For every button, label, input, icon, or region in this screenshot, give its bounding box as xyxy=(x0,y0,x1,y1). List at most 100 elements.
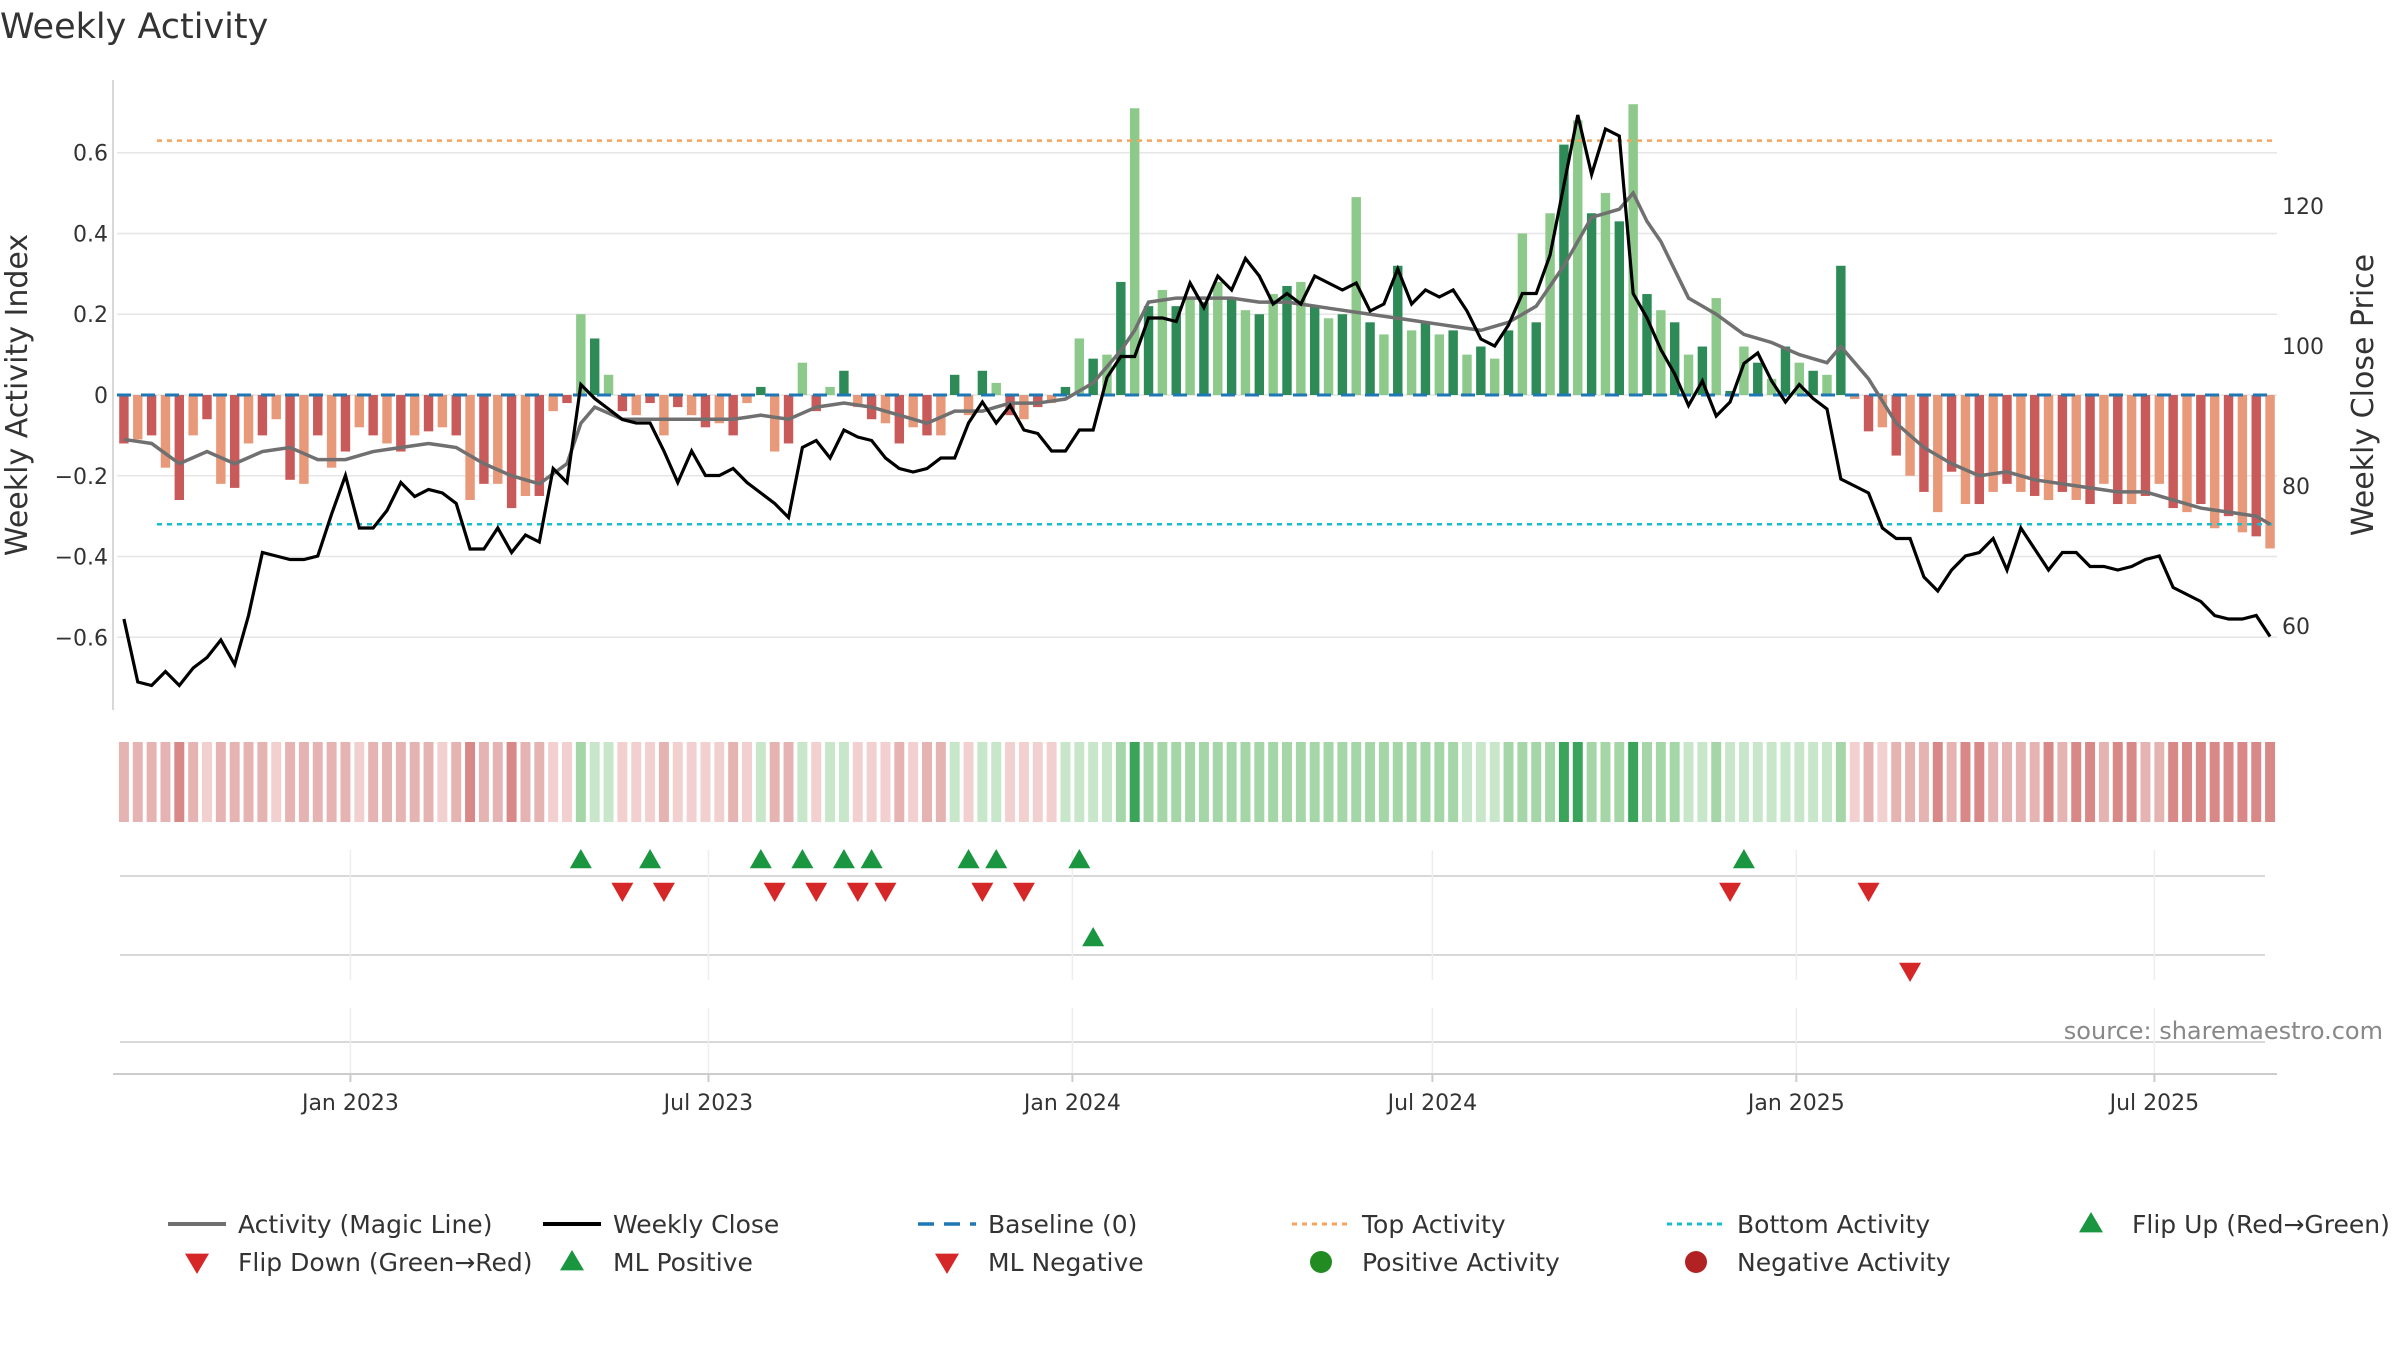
heat-strip-cell xyxy=(174,742,185,822)
activity-bar xyxy=(686,395,697,416)
y2-tick-label: 80 xyxy=(2282,475,2310,500)
legend-label: Weekly Close xyxy=(613,1210,779,1239)
heat-strip-cell xyxy=(1420,742,1431,822)
activity-bar xyxy=(326,395,337,468)
heat-strip-cell xyxy=(2265,742,2276,822)
heat-strip-cell xyxy=(1849,742,1860,822)
flip-down-marker xyxy=(874,882,897,902)
activity-bar xyxy=(1974,395,1985,505)
activity-bar xyxy=(1268,294,1278,395)
heat-strip-cell xyxy=(1808,742,1819,822)
legend-swatch xyxy=(185,1253,209,1274)
heat-strip-cell xyxy=(1752,742,1763,822)
heat-strip-cell xyxy=(2140,742,2151,822)
heat-strip-cell xyxy=(686,742,697,822)
heat-strip-cell xyxy=(880,742,891,822)
y-tick-label: 0.2 xyxy=(73,303,108,328)
heat-strip-cell xyxy=(1351,742,1362,822)
activity-bar xyxy=(1199,302,1209,395)
activity-bar xyxy=(1863,395,1874,432)
activity-bar xyxy=(1849,395,1860,400)
activity-bar xyxy=(2126,395,2137,505)
activity-bar xyxy=(2251,395,2261,537)
activity-bar xyxy=(1157,290,1168,395)
activity-bar xyxy=(257,395,268,436)
activity-bar xyxy=(299,395,309,484)
y-tick-label: −0.6 xyxy=(55,626,108,651)
ml-negative-marker xyxy=(1899,962,1922,982)
heat-strip-cell xyxy=(1600,742,1611,822)
activity-bar xyxy=(825,386,835,395)
legend-label: Top Activity xyxy=(1361,1210,1506,1239)
heat-strip-cell xyxy=(1669,742,1680,822)
activity-bar xyxy=(1822,374,1832,395)
activity-bar xyxy=(1919,395,1929,492)
legend-label: ML Positive xyxy=(613,1248,753,1277)
heat-strip-cell xyxy=(1462,742,1472,822)
marker-layer xyxy=(120,849,2265,1075)
heat-strip-cell xyxy=(2126,742,2137,822)
heat-strip-cell xyxy=(1115,742,1126,822)
x-tick-label: Jul 2025 xyxy=(2108,1091,2200,1116)
heat-strip-cell xyxy=(1254,742,1265,822)
heat-strip-cell xyxy=(1531,742,1542,822)
heat-strip-cell xyxy=(1835,742,1846,822)
activity-bar xyxy=(1711,298,1721,395)
legend-label: Negative Activity xyxy=(1737,1248,1951,1277)
activity-bar xyxy=(1780,346,1791,395)
heat-strip-cell xyxy=(395,742,406,822)
heat-strip-cell xyxy=(118,742,129,822)
activity-bar xyxy=(1379,334,1389,395)
heat-strip-cell xyxy=(298,742,309,822)
activity-bar xyxy=(1296,281,1306,395)
heat-strip-cell xyxy=(492,742,503,822)
flip-down-marker xyxy=(846,882,869,902)
activity-bar xyxy=(1586,213,1597,395)
heat-strip-cell xyxy=(908,742,919,822)
heat-strip-cell xyxy=(1018,742,1029,822)
activity-bar xyxy=(756,386,766,395)
activity-bar xyxy=(1019,395,1029,420)
activity-bar xyxy=(1697,346,1708,395)
heat-strip-cell xyxy=(2029,742,2040,822)
activity-bar xyxy=(243,395,254,444)
activity-bar xyxy=(133,395,143,440)
heat-strip-cell xyxy=(2015,742,2026,822)
heat-strip-cell xyxy=(1005,742,1016,822)
activity-bar xyxy=(1614,221,1625,395)
activity-bar xyxy=(1365,322,1375,395)
heat-strip-cell xyxy=(2182,742,2192,822)
heat-strip-cell xyxy=(354,742,365,822)
activity-bar xyxy=(631,395,641,416)
activity-bar xyxy=(437,395,448,428)
activity-bar xyxy=(1074,338,1085,395)
heat-strip-cell xyxy=(160,742,171,822)
activity-bar xyxy=(1420,322,1431,395)
heat-strip-cell xyxy=(672,742,683,822)
legend-label: ML Negative xyxy=(988,1248,1144,1277)
x-tick-label: Jan 2023 xyxy=(300,1091,399,1116)
activity-bar xyxy=(1531,322,1541,395)
flip-down-marker xyxy=(805,882,828,902)
heat-strip-cell xyxy=(1198,742,1209,822)
heat-strip-cell xyxy=(271,742,282,822)
flip-up-marker xyxy=(832,849,855,869)
activity-bar xyxy=(285,395,295,480)
activity-bar xyxy=(1337,314,1348,395)
heat-strip-cell xyxy=(1905,742,1916,822)
flip-down-marker xyxy=(1012,882,1035,902)
heat-strip-cell xyxy=(1365,742,1376,822)
activity-bar xyxy=(1060,386,1071,395)
y-tick-label: 0 xyxy=(94,384,108,409)
activity-bar xyxy=(479,395,489,484)
flip-up-marker xyxy=(985,849,1008,869)
heat-strip-cell xyxy=(1614,742,1625,822)
heat-strip-cell xyxy=(1642,742,1652,822)
heat-strip-cell xyxy=(617,742,628,822)
activity-bar xyxy=(839,370,849,395)
source-credit: source: sharemaestro.com xyxy=(2064,1017,2383,1045)
heat-strip-cell xyxy=(2195,742,2206,822)
heat-strip-cell xyxy=(2002,742,2012,822)
heat-strip-cell xyxy=(1171,742,1182,822)
